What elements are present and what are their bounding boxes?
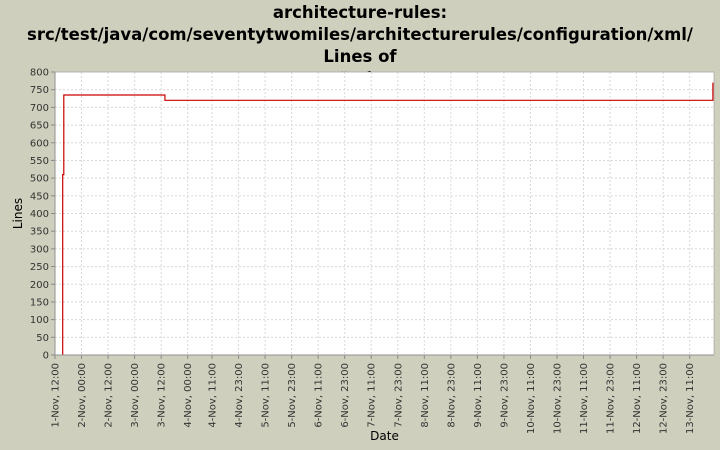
x-tick-label: 13-Nov, 11:00 bbox=[685, 363, 696, 434]
x-tick-label: 12-Nov, 23:00 bbox=[659, 363, 670, 434]
y-tick-label: 0 bbox=[43, 351, 49, 362]
y-tick-label: 150 bbox=[30, 297, 49, 308]
x-tick-label: 3-Nov, 12:00 bbox=[157, 363, 168, 428]
series-line bbox=[62, 82, 714, 355]
x-tick-label: 7-Nov, 23:00 bbox=[393, 363, 404, 428]
y-tick-label: 600 bbox=[30, 138, 49, 149]
y-tick-labels: 0 50 100 150 200 250 300 350 400 450 500 550 600 650 7… bbox=[30, 68, 49, 362]
x-tick-label: 4-Nov, 23:00 bbox=[234, 363, 245, 428]
y-tick-label: 250 bbox=[30, 262, 49, 273]
plot-border bbox=[54, 71, 715, 356]
x-tick-label: 6-Nov, 11:00 bbox=[314, 363, 325, 428]
y-tick-label: 100 bbox=[30, 315, 49, 326]
x-tick-label: 10-Nov, 11:00 bbox=[526, 363, 537, 434]
x-tick-label: 11-Nov, 11:00 bbox=[579, 363, 590, 434]
x-tick-label: 4-Nov, 11:00 bbox=[208, 363, 219, 428]
chart-title-line-1: architecture-rules: bbox=[272, 3, 448, 22]
x-tick-label: 7-Nov, 11:00 bbox=[367, 363, 378, 428]
x-tick-label: 11-Nov, 23:00 bbox=[606, 363, 617, 434]
x-tick-label: 2-Nov, 12:00 bbox=[104, 363, 115, 428]
x-tick-label: 3-Nov, 00:00 bbox=[130, 363, 141, 428]
y-axis-label: Lines bbox=[11, 198, 25, 229]
x-tick-label: 9-Nov, 11:00 bbox=[473, 363, 484, 428]
x-tick-label: 8-Nov, 23:00 bbox=[446, 363, 457, 428]
y-tick-label: 200 bbox=[30, 280, 49, 291]
x-tick-label: 4-Nov, 00:00 bbox=[183, 363, 194, 428]
y-tick-label: 700 bbox=[30, 103, 49, 114]
y-tick-label: 350 bbox=[30, 227, 49, 238]
x-tick-label: 12-Nov, 11:00 bbox=[632, 363, 643, 434]
y-tick-label: 300 bbox=[30, 244, 49, 255]
y-tick-label: 550 bbox=[30, 156, 49, 167]
grid-lines bbox=[54, 71, 714, 356]
y-tick-label: 400 bbox=[30, 209, 49, 220]
x-tick-label: 5-Nov, 23:00 bbox=[287, 363, 298, 428]
x-tick-label: 8-Nov, 11:00 bbox=[420, 363, 431, 428]
axes bbox=[51, 71, 715, 359]
x-tick-label: 6-Nov, 23:00 bbox=[340, 363, 351, 428]
x-tick-label: 9-Nov, 23:00 bbox=[499, 363, 510, 428]
y-tick-label: 50 bbox=[36, 333, 49, 344]
x-tick-label: 10-Nov, 23:00 bbox=[552, 363, 563, 434]
y-tick-label: 750 bbox=[30, 85, 49, 96]
y-tick-label: 500 bbox=[30, 174, 49, 185]
x-tick-label: 5-Nov, 11:00 bbox=[261, 363, 272, 428]
y-tick-label: 450 bbox=[30, 191, 49, 202]
x-tick-label: 2-Nov, 00:00 bbox=[77, 363, 88, 428]
x-tick-label: 1-Nov, 12:00 bbox=[51, 363, 62, 428]
x-tick-labels: 1-Nov, 12:00 2-Nov, 00:00 2-Nov, 12:00 3-No… bbox=[51, 363, 697, 434]
x-axis-label: Date bbox=[370, 429, 399, 443]
y-tick-label: 650 bbox=[30, 121, 49, 132]
series-layer bbox=[62, 82, 714, 355]
y-tick-label: 800 bbox=[30, 68, 49, 79]
chart-title-line-2: src/test/java/com/seventytwomiles/archit… bbox=[27, 25, 693, 66]
